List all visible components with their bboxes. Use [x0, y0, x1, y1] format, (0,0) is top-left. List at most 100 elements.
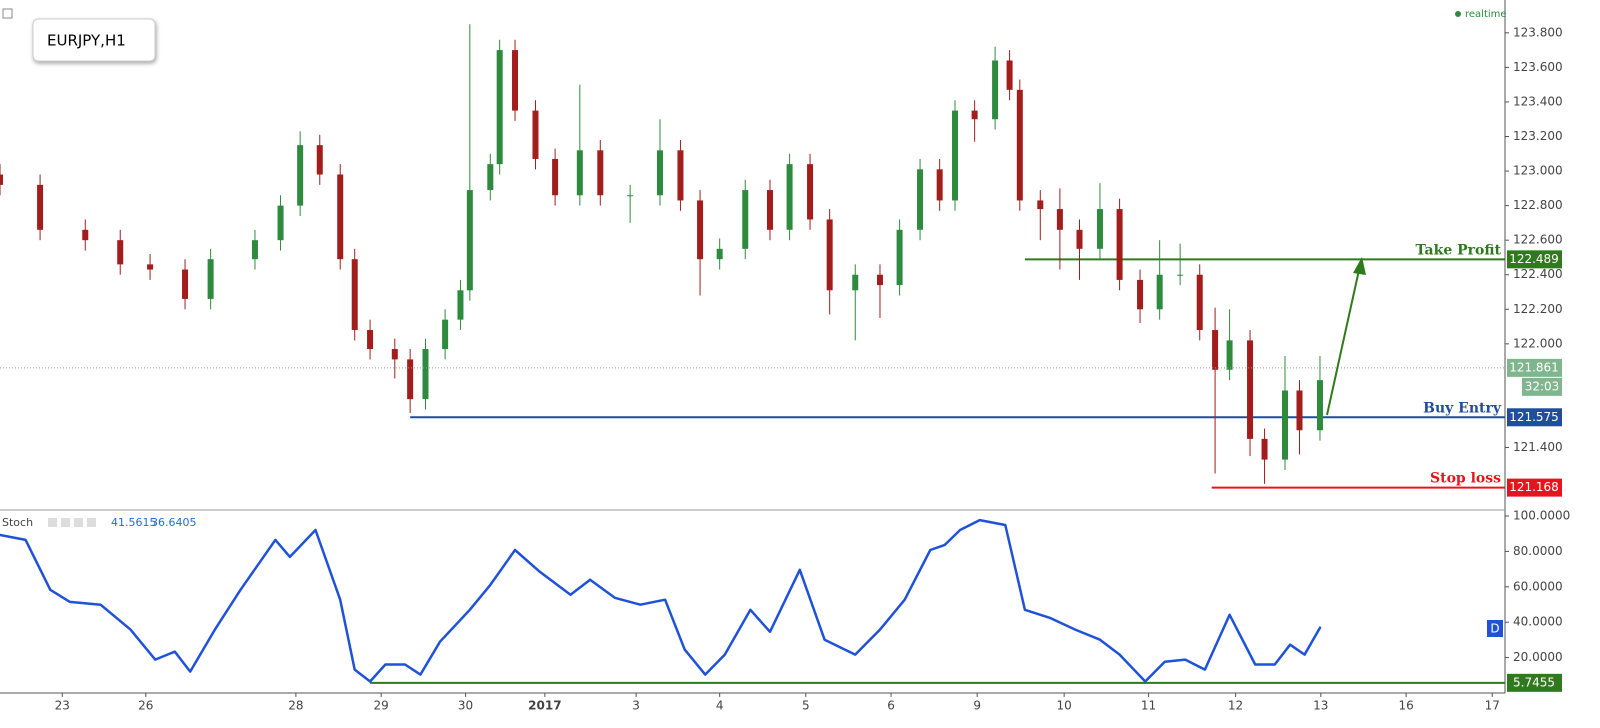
badge-box [1487, 620, 1503, 637]
y-tick-label: 100.0000 [1513, 509, 1570, 523]
level-box [1507, 673, 1562, 692]
candle-body [487, 164, 494, 191]
candle-body [1137, 279, 1144, 310]
indicator-value: 36.6405 [151, 516, 197, 529]
y-tick-label: 60.0000 [1513, 579, 1563, 593]
candle-body [1076, 229, 1083, 249]
candle-body [182, 269, 189, 299]
level-name: Stop loss [1430, 471, 1501, 487]
current-price: 121.861 [1509, 360, 1559, 374]
candle-body [952, 110, 959, 201]
x-tick-label: 11 [1141, 699, 1156, 713]
symbol-box [32, 18, 156, 62]
collapse-icon[interactable] [2, 8, 13, 19]
candle-body [251, 240, 258, 260]
x-tick-label: 12 [1228, 699, 1243, 713]
indicator-icon[interactable] [74, 518, 83, 527]
x-tick-label: 9 [973, 699, 981, 713]
candle-body [1261, 438, 1268, 460]
indicator-icon[interactable] [87, 518, 96, 527]
level-name: Take Profit [1415, 242, 1501, 258]
candle-body [1282, 390, 1289, 460]
level-value: 122.489 [1509, 252, 1559, 266]
candle-body [422, 349, 429, 400]
indicator-icon[interactable] [61, 518, 70, 527]
candle-body [786, 164, 793, 230]
candle-body [716, 248, 723, 260]
level-box [1507, 408, 1562, 427]
y-tick-label: 40.0000 [1513, 615, 1563, 629]
candle-body [697, 200, 704, 260]
status: realtime [1465, 9, 1507, 20]
candle-body [552, 158, 559, 196]
x-tick-label: 28 [288, 699, 303, 713]
candle-body [207, 259, 214, 299]
y-tick-label: 123.400 [1513, 94, 1563, 108]
candle-body [1247, 340, 1254, 439]
candle-body [297, 145, 304, 206]
candle-body [147, 264, 154, 270]
y-tick-label: 123.600 [1513, 60, 1563, 74]
x-tick-label: 3 [632, 699, 640, 713]
candle-body [852, 274, 859, 291]
candle-body [367, 330, 374, 350]
status-dot [1455, 11, 1461, 17]
candle-body [807, 164, 814, 220]
x-tick-label: 2017 [528, 699, 561, 713]
candle-body [917, 169, 924, 230]
y-tick-label: 122.200 [1513, 302, 1563, 316]
candle-body [1016, 89, 1023, 201]
indicator-name: Stoch [2, 516, 33, 529]
y-tick-label: 122.400 [1513, 267, 1563, 281]
current-price-box [1507, 358, 1562, 377]
candle-body [1177, 274, 1184, 276]
candle-body [936, 169, 943, 201]
indicator-icon[interactable] [48, 518, 57, 527]
candle-body [1226, 340, 1233, 370]
x-tick-label: 13 [1313, 699, 1328, 713]
candle-body [992, 60, 999, 120]
y-tick-label: 20.0000 [1513, 650, 1563, 664]
candle-body [1296, 390, 1303, 431]
candle-body [826, 219, 833, 291]
candle-body [597, 150, 604, 196]
candle-body [1116, 209, 1123, 280]
x-tick-label: 16 [1398, 699, 1413, 713]
candle-body [1156, 274, 1163, 310]
candle-body [766, 190, 773, 230]
y-tick-label: 80.0000 [1513, 544, 1563, 558]
candle-body [1212, 330, 1219, 370]
x-tick-label: 30 [458, 699, 473, 713]
candle-body [1316, 380, 1323, 431]
x-tick-label: 5 [802, 699, 810, 713]
candle-body [391, 349, 398, 360]
candle-body [82, 229, 89, 241]
candle-body [627, 195, 634, 197]
candle-body [316, 145, 323, 175]
badge: D [1490, 622, 1499, 636]
candle-body [1037, 200, 1044, 210]
x-tick-label: 10 [1057, 699, 1072, 713]
candle-body [512, 50, 519, 111]
y-tick-label: 122.800 [1513, 198, 1563, 212]
arrow-head [1353, 257, 1366, 275]
candle-body [971, 110, 978, 120]
level-name: Buy Entry [1423, 400, 1502, 416]
y-tick-label: 123.200 [1513, 129, 1563, 143]
y-tick-label: 123.800 [1513, 25, 1563, 39]
indicator-value: 41.5615 [111, 516, 157, 529]
candle-body [442, 319, 449, 350]
level-box [1507, 478, 1562, 497]
candle-body [1096, 209, 1103, 249]
y-tick-label: 123.000 [1513, 164, 1563, 178]
level-value: 121.168 [1509, 480, 1559, 494]
candle-body [457, 290, 464, 320]
y-tick-label: 122.600 [1513, 233, 1563, 247]
candle-body [351, 259, 358, 331]
candle-body [532, 110, 539, 159]
stoch-line [0, 518, 1322, 683]
candle-body [0, 174, 3, 185]
candle-body [656, 150, 663, 196]
candle-body [37, 184, 44, 230]
